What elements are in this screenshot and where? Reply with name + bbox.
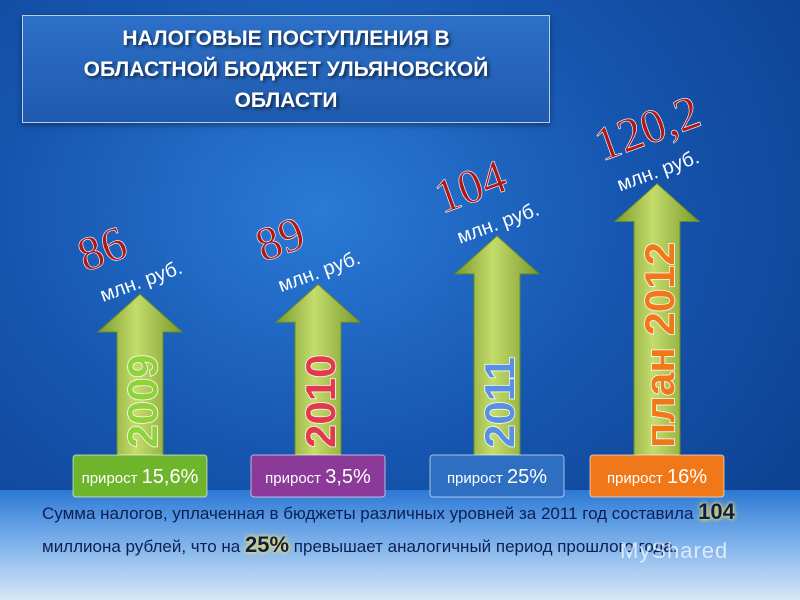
- year-label: 2009: [119, 355, 166, 448]
- footer-background: [0, 490, 800, 600]
- growth-arrow: [274, 283, 362, 459]
- growth-prefix: прирост: [447, 470, 507, 487]
- growth-arrow: [613, 182, 701, 459]
- growth-arrow: [453, 235, 541, 459]
- growth-badge: [429, 454, 565, 498]
- growth-value: 15,6%: [142, 466, 199, 488]
- growth-badge-text: прирост 15,6%: [82, 466, 199, 488]
- summary-text-part-1: Сумма налогов, уплаченная в бюджеты разл…: [42, 504, 694, 523]
- value-label: 89: [249, 206, 312, 272]
- year-label: 2011: [476, 357, 523, 448]
- growth-prefix: прирост: [265, 470, 325, 487]
- growth-badge-text: прирост 3,5%: [265, 466, 371, 488]
- summary-highlight-percent: 25%: [245, 532, 290, 557]
- growth-prefix: прирост: [82, 470, 142, 487]
- title-box: НАЛОГОВЫЕ ПОСТУПЛЕНИЯ В ОБЛАСТНОЙ БЮДЖЕТ…: [22, 15, 550, 123]
- growth-value: 25%: [507, 466, 547, 488]
- year-label: план 2012: [636, 242, 683, 448]
- growth-arrow: [96, 293, 184, 459]
- year-label: 2010: [297, 355, 344, 448]
- summary-text-part-3: превышает аналогичный период прошлого го…: [293, 537, 678, 556]
- growth-prefix: прирост: [607, 470, 667, 487]
- summary-text: Сумма налогов, уплаченная в бюджеты разл…: [42, 496, 762, 562]
- value-label: 86: [71, 216, 134, 282]
- growth-value: 3,5%: [325, 466, 371, 488]
- growth-badge-text: прирост 25%: [447, 466, 547, 488]
- summary-highlight-amount: 104: [698, 499, 735, 524]
- growth-badge: [72, 454, 208, 498]
- growth-value: 16%: [667, 466, 707, 488]
- watermark-logo: MyShared: [620, 538, 729, 563]
- summary-text-part-2: миллиона рублей, что на: [42, 537, 241, 556]
- growth-badge: [250, 454, 386, 498]
- page-title: НАЛОГОВЫЕ ПОСТУПЛЕНИЯ В ОБЛАСТНОЙ БЮДЖЕТ…: [83, 26, 489, 112]
- growth-badge: [589, 454, 725, 498]
- growth-badge-text: прирост 16%: [607, 466, 707, 488]
